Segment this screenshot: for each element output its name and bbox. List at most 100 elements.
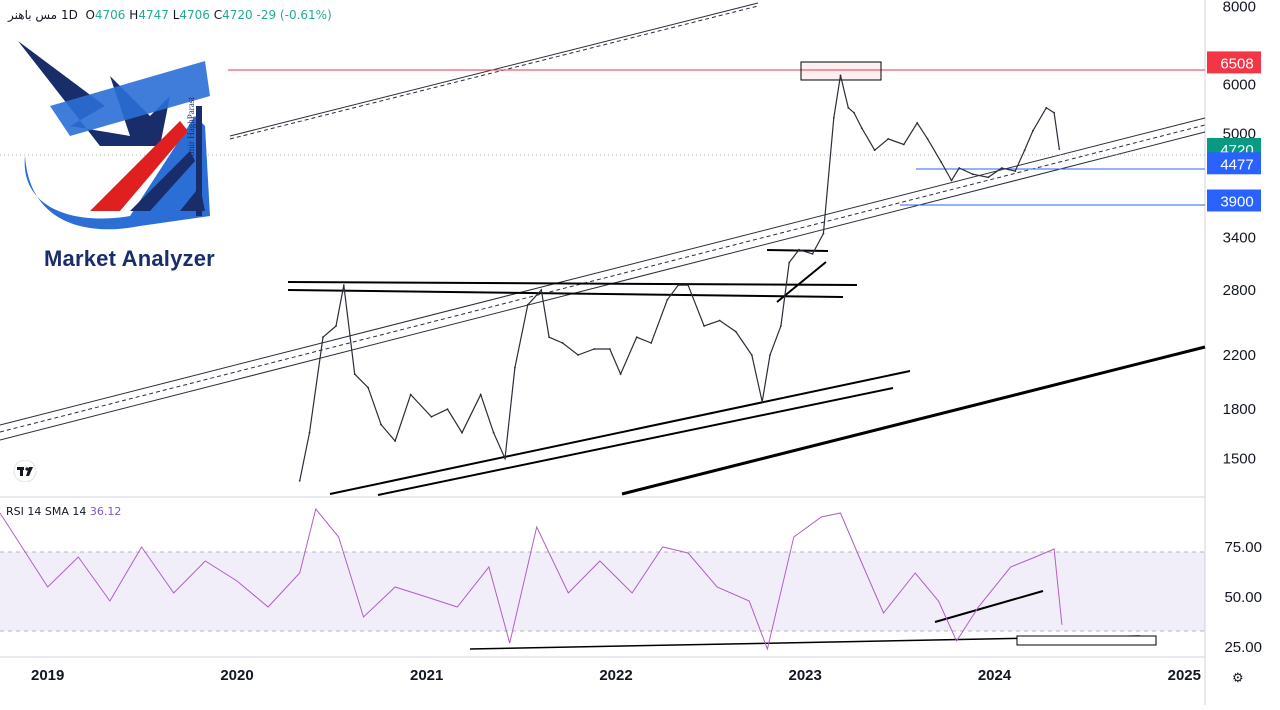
open-value: 4706: [94, 8, 126, 22]
rsi-tick-label: 75.00: [1224, 539, 1262, 556]
high-label: H: [129, 8, 139, 22]
rsi-tick-label: 25.00: [1224, 639, 1262, 656]
price-tick-label: 1800: [1223, 401, 1256, 418]
price-point: [750, 354, 753, 356]
price-point: [811, 253, 814, 255]
price-point: [718, 319, 721, 322]
price-point: [887, 138, 890, 140]
price-point: [461, 431, 463, 434]
price-point: [780, 325, 782, 327]
price-point: [958, 167, 961, 169]
price-point: [409, 393, 412, 396]
time-tick-label: 2022: [599, 667, 632, 684]
price-point: [734, 330, 737, 333]
rsi-axis: 75.00 50.00 25.00: [1224, 539, 1262, 656]
settings-gear-icon[interactable]: ⚙: [1232, 670, 1244, 685]
price-point: [479, 393, 482, 396]
low-label: L: [172, 8, 180, 22]
price-tag-label: 3900: [1220, 194, 1253, 211]
price-point: [902, 143, 905, 146]
time-tick-label: 2025: [1168, 667, 1201, 684]
price-tick-label: 3400: [1223, 230, 1256, 247]
rsi-series: [0, 507, 1063, 651]
tradingview-icon[interactable]: [12, 459, 40, 484]
price-point: [514, 366, 516, 369]
price-tick-label: 2200: [1223, 347, 1256, 364]
price-point: [577, 354, 579, 356]
price-tick-label: 2800: [1223, 282, 1256, 299]
time-tick-label: 2021: [410, 667, 443, 684]
price-point: [446, 408, 449, 411]
market-analyzer-logo: [18, 41, 211, 230]
price-tick-label: 1500: [1223, 450, 1256, 467]
price-point: [342, 284, 345, 287]
rsi-label: RSI 14 SMA 14: [6, 505, 87, 518]
price-point: [492, 431, 495, 434]
open-label: O: [85, 8, 95, 22]
price-tag-label: 6508: [1220, 55, 1253, 72]
price-point: [677, 284, 680, 287]
price-point: [1023, 149, 1026, 152]
price-point: [769, 354, 771, 356]
price-point: [593, 348, 596, 350]
change-value: -29 (-0.61%): [256, 8, 332, 22]
price-point: [860, 127, 863, 129]
price-point: [971, 173, 974, 176]
price-point: [1032, 129, 1034, 132]
interval[interactable]: 1D: [60, 8, 78, 22]
rsi-line-path: [0, 507, 1063, 651]
price-point: [822, 232, 825, 235]
price-point: [1014, 170, 1017, 173]
symbol-name[interactable]: مس باهنر: [8, 8, 58, 22]
price-point: [650, 342, 653, 344]
low-value: 4706: [179, 8, 210, 22]
price-point: [926, 138, 929, 140]
price-point: [1058, 148, 1061, 150]
price-point: [430, 415, 433, 418]
price-tag: [1207, 51, 1261, 74]
close-value: 4720: [222, 8, 253, 22]
price-point: [839, 74, 842, 77]
time-tick-label: 2024: [978, 667, 1012, 684]
price-point: [987, 176, 990, 179]
price-point: [873, 149, 876, 152]
price-point: [703, 325, 705, 327]
rsi-header[interactable]: RSI 14 SMA 14 36.12: [6, 505, 121, 518]
logo-subtitle: Amir HaghParast: [186, 97, 196, 160]
price-point: [394, 440, 396, 442]
price-point: [308, 431, 311, 434]
rsi-value: 36.12: [89, 505, 122, 518]
price-point: [504, 457, 506, 460]
price-point: [761, 400, 764, 403]
logo-title: Market Analyzer: [44, 246, 215, 271]
price-point: [950, 179, 953, 182]
time-tick-label: 2023: [789, 667, 822, 684]
price-point: [322, 336, 324, 339]
price-point: [635, 336, 638, 339]
drawings[interactable]: [0, 2, 1206, 650]
price-tag: [1207, 189, 1261, 212]
price-point: [940, 161, 942, 163]
high-value: 4747: [138, 8, 169, 22]
price-point: [832, 116, 835, 119]
price-point: [1053, 111, 1055, 114]
price-point: [853, 111, 855, 114]
price-tag: [1207, 152, 1261, 175]
price-point: [367, 386, 369, 389]
price-point: [540, 289, 543, 291]
rsi-tick-label: 50.00: [1224, 589, 1262, 606]
price-point: [847, 106, 850, 109]
price-tag-label: 4477: [1220, 156, 1253, 173]
price-point: [561, 342, 564, 344]
price-point: [298, 480, 301, 482]
price-point: [548, 336, 550, 339]
price-tick-label: 6000: [1223, 76, 1256, 93]
close-label: C: [213, 8, 223, 22]
price-point: [798, 248, 800, 251]
price-point: [666, 298, 669, 301]
price-point: [526, 303, 529, 306]
price-point: [353, 373, 356, 375]
